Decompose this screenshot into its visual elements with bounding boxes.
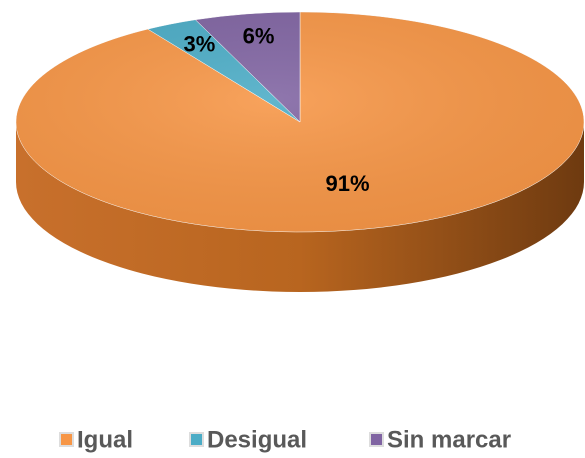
legend-marker — [189, 432, 204, 447]
legend-marker — [59, 432, 74, 447]
legend-label: Igual — [77, 426, 133, 453]
legend-marker — [369, 432, 384, 447]
legend-label: Desigual — [207, 426, 307, 453]
data-label: 91% — [326, 171, 370, 196]
pie-shine — [16, 12, 584, 232]
legend-label: Sin marcar — [387, 426, 511, 453]
data-label: 3% — [184, 31, 216, 56]
pie-side — [16, 122, 584, 292]
data-label: 6% — [243, 24, 275, 49]
